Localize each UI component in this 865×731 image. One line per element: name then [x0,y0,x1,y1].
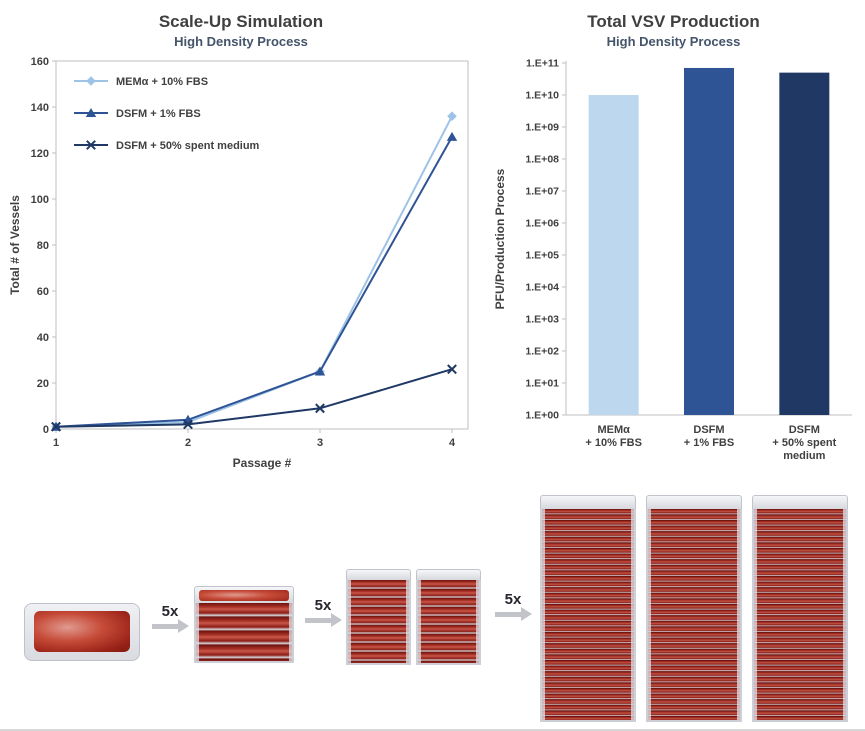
stack-layers [194,603,294,663]
svg-text:1.E+08: 1.E+08 [525,154,559,166]
stack-40-layer-image [646,495,742,722]
stack-10-layer-pair-image [346,569,481,665]
vessel-scaleup-row: 5x 5x 5x [0,491,865,731]
line-chart-title: Scale-Up Simulation [158,12,324,31]
stack-layers [346,580,411,665]
svg-text:1.E+10: 1.E+10 [525,90,559,102]
svg-text:2: 2 [185,437,191,449]
stack-lid [540,495,636,509]
stack-layers [752,509,848,722]
top-tray-red-medium [199,590,289,601]
svg-text:1.E+07: 1.E+07 [525,186,559,198]
scale-factor-label: 5x [504,591,522,608]
stack-10-layer-image [416,569,481,665]
svg-text:1.E+00: 1.E+00 [525,410,559,422]
stack-layers [646,509,742,722]
svg-text:1.E+01: 1.E+01 [525,378,559,390]
right-arrow-icon [151,619,189,633]
svg-text:DSFM+ 1% FBS: DSFM + 1% FBS [684,424,734,449]
stack-10-layer-image [346,569,411,665]
svg-text:PFU/Production Process: PFU/Production Process [493,168,507,309]
scale-step-3: 5x [487,591,539,621]
svg-text:3: 3 [317,437,323,449]
stack-lid [646,495,742,509]
svg-text:120: 120 [31,148,49,160]
svg-text:0: 0 [43,424,49,436]
svg-text:20: 20 [37,378,49,390]
stack-lid [346,569,411,580]
svg-text:1.E+04: 1.E+04 [525,282,559,294]
right-arrow-icon [304,613,342,627]
bar-chart-subtitle: High Density Process [606,34,741,49]
stack-layers [416,580,481,665]
stack-layers [540,509,636,722]
svg-text:1.E+09: 1.E+09 [525,122,559,134]
svg-text:DSFM + 50% spent medium: DSFM + 50% spent medium [116,140,260,152]
svg-text:1.E+05: 1.E+05 [525,250,559,262]
stack-lid [416,569,481,580]
bar-chart-title: Total VSV Production [587,12,760,31]
svg-text:40: 40 [37,332,49,344]
svg-text:MEMα+ 10% FBS: MEMα + 10% FBS [585,424,642,449]
svg-text:80: 80 [37,240,49,252]
svg-text:Total # of Vessels: Total # of Vessels [8,195,22,295]
line-chart-subtitle: High Density Process [174,34,308,49]
charts-row: Scale-Up Simulation High Density Process… [0,0,865,491]
tray-red-medium [34,611,130,652]
svg-text:MEMα + 10% FBS: MEMα + 10% FBS [116,76,208,88]
svg-text:4: 4 [449,437,456,449]
stack-lid [194,586,294,603]
scale-up-chart-panel: Scale-Up Simulation High Density Process… [0,0,482,491]
stack-40-layer-image [540,495,636,722]
svg-text:1.E+11: 1.E+11 [526,58,559,70]
svg-text:Passage #: Passage # [233,456,292,470]
svg-text:1.E+02: 1.E+02 [525,346,559,358]
svg-text:60: 60 [37,286,49,298]
stack-5-layer-image [194,586,294,663]
stack-40-layer-triple-image [540,495,848,722]
svg-text:1.E+03: 1.E+03 [525,314,559,326]
line-chart-svg: 0 20 40 60 80 100 120 140 160 1 2 3 4 MEMα + 10% FBS D… [8,56,469,470]
svg-text:1.E+06: 1.E+06 [525,218,559,230]
svg-text:160: 160 [31,56,49,68]
svg-text:1: 1 [53,437,59,449]
svg-text:DSFM + 1% FBS: DSFM + 1% FBS [116,108,201,120]
scale-step-2: 5x [299,597,347,627]
single-tray-image [24,603,140,661]
svg-text:140: 140 [31,102,49,114]
page-bottom-border [0,729,865,731]
scale-factor-label: 5x [314,597,332,614]
scale-step-1: 5x [146,603,194,633]
bar-chart-svg: 1.E+00 1.E+01 1.E+02 1.E+03 1.E+04 1.E+05 1.E+… [493,58,852,462]
right-arrow-icon [494,607,532,621]
stack-40-layer-image [752,495,848,722]
svg-text:100: 100 [31,194,49,206]
vsv-production-chart-panel: Total VSV Production High Density Proces… [482,0,865,491]
stack-lid [752,495,848,509]
scale-factor-label: 5x [161,603,179,620]
